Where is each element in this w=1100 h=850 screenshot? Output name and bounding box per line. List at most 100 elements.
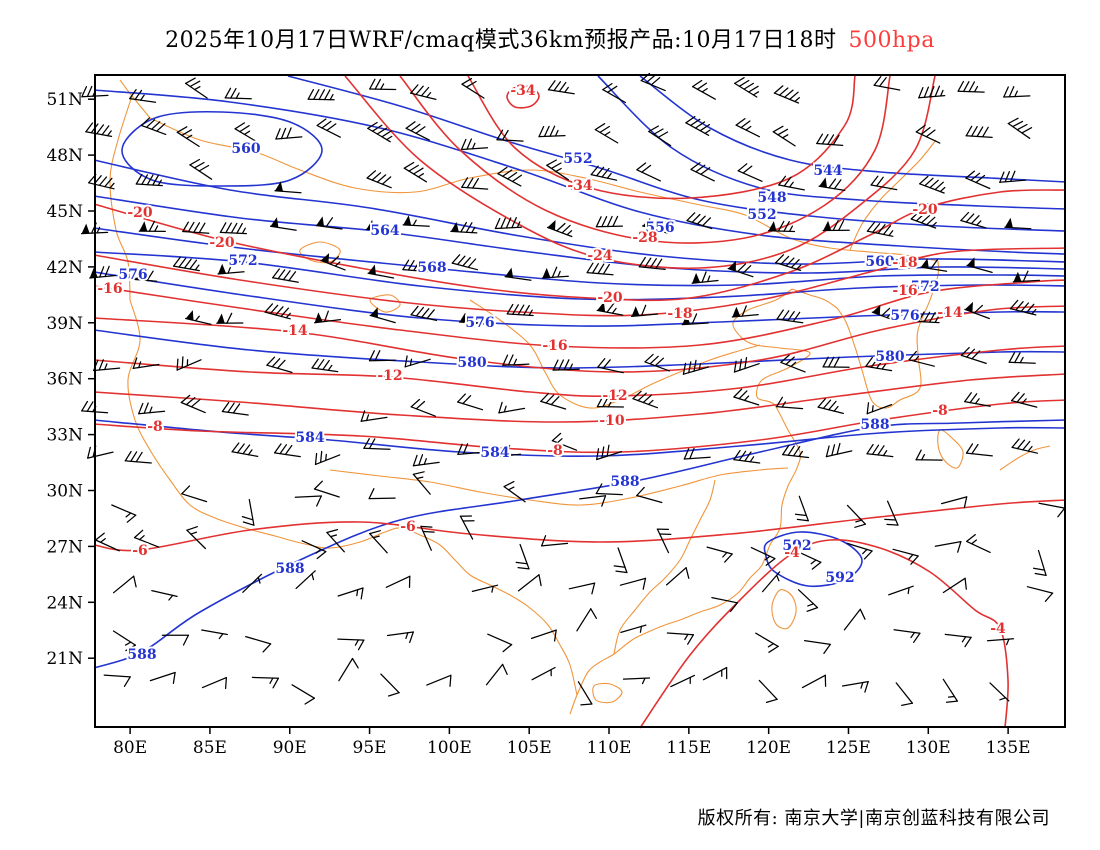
wind-barb	[363, 438, 391, 450]
wind-barb	[316, 118, 341, 138]
wind-barb	[803, 639, 831, 655]
wind-barb	[597, 357, 624, 374]
wind-barb	[85, 122, 113, 138]
wind-barb	[412, 454, 440, 467]
wind-barb	[686, 212, 713, 230]
wind-barb	[132, 357, 160, 370]
wind-barb	[942, 577, 967, 594]
wind-barb	[368, 488, 396, 500]
wind-barb	[942, 678, 959, 703]
y-axis-label: 27N	[46, 537, 83, 557]
height-contour-584	[93, 419, 1067, 458]
temp-contour-label: -8	[147, 419, 163, 435]
wind-barb	[151, 589, 178, 601]
coastline-border	[469, 299, 761, 409]
wind-barb	[242, 573, 263, 593]
wind-barb	[103, 674, 131, 687]
wind-barb	[648, 125, 672, 147]
wind-barb	[816, 133, 844, 147]
wind-barb	[87, 445, 114, 459]
height-contour-label: 572	[228, 253, 257, 269]
wind-barb	[737, 163, 763, 182]
wind-barb	[410, 398, 437, 417]
wind-barb	[796, 550, 822, 570]
y-axis-label: 21N	[46, 649, 83, 669]
wind-barb	[866, 443, 894, 458]
wind-barb	[269, 217, 297, 231]
temp-contour--10	[93, 373, 1067, 423]
wind-barb	[750, 546, 776, 566]
wind-barb	[367, 121, 393, 143]
y-axis-label: 30N	[46, 482, 83, 502]
wind-barb	[758, 679, 778, 704]
wind-barb	[733, 449, 761, 464]
height-contour-label: 580	[457, 355, 486, 371]
wind-barb	[1012, 270, 1041, 283]
wind-barb	[965, 170, 991, 190]
y-axis-label: 36N	[46, 370, 83, 390]
wind-barb	[315, 216, 343, 230]
wind-barb	[892, 548, 919, 565]
temp-contour--4	[639, 538, 1009, 729]
height-contour-552	[287, 75, 1067, 232]
temp-contour-label: -12	[377, 368, 402, 384]
wind-barb	[846, 504, 867, 528]
wind-barb	[620, 624, 647, 634]
temp-contour-label: -18	[892, 255, 917, 271]
wind-barb	[1003, 86, 1031, 98]
wind-barb	[965, 125, 993, 139]
x-axis-label: 110E	[587, 738, 632, 758]
wind-barb	[986, 638, 1015, 646]
temp-contour--28	[399, 75, 891, 244]
wind-barb	[531, 666, 556, 681]
temp-contour-label: -20	[912, 202, 938, 218]
wind-barb	[273, 443, 301, 458]
height-contour-label: 572	[910, 279, 939, 295]
wind-barb	[908, 350, 935, 367]
wind-barb	[733, 388, 760, 406]
wind-barb	[402, 215, 430, 227]
wind-barb	[782, 444, 810, 459]
wind-barb	[135, 173, 163, 187]
wind-barb	[274, 181, 302, 194]
wind-barb	[546, 159, 570, 181]
wind-barb	[367, 264, 395, 279]
wind-barb	[691, 271, 719, 284]
wind-barb	[89, 265, 117, 279]
wind-barb	[420, 525, 435, 551]
wind-barb	[641, 217, 669, 234]
height-contour-580	[93, 329, 1067, 369]
wind-barb	[149, 671, 176, 685]
wind-barb	[577, 681, 593, 706]
wind-barb	[691, 79, 716, 100]
pressure-level-label: 500hpa	[848, 28, 935, 53]
wind-barb	[405, 121, 430, 141]
wind-barb	[496, 129, 524, 142]
y-axis-label: 39N	[46, 314, 83, 334]
wind-barb	[111, 504, 137, 523]
wind-barb	[337, 587, 364, 600]
wind-barb	[551, 432, 578, 451]
temp-contour-label: -12	[602, 388, 627, 404]
wind-barb	[112, 575, 137, 594]
temp-contour-label: -18	[667, 306, 692, 322]
height-contour-588	[93, 419, 1067, 669]
wind-barb	[576, 608, 598, 632]
wind-barb	[412, 471, 431, 495]
wind-barb	[403, 161, 428, 183]
wind-barb	[365, 220, 394, 232]
temp-contour-label: -6	[400, 519, 416, 535]
temp-contour-label: -4	[784, 545, 800, 561]
wind-barb	[369, 530, 388, 554]
wind-barb	[245, 635, 272, 653]
wind-barb	[731, 305, 759, 318]
coastline-border	[592, 682, 623, 704]
temp-contour-label: -14	[282, 323, 308, 339]
wind-barb	[264, 303, 291, 320]
temp-contour-layer	[93, 75, 1067, 729]
height-contour-label: 584	[480, 445, 509, 461]
wind-barb	[457, 443, 485, 456]
coastline-border	[771, 589, 797, 630]
wind-barb	[459, 515, 475, 540]
x-axis-label: 80E	[113, 738, 147, 758]
